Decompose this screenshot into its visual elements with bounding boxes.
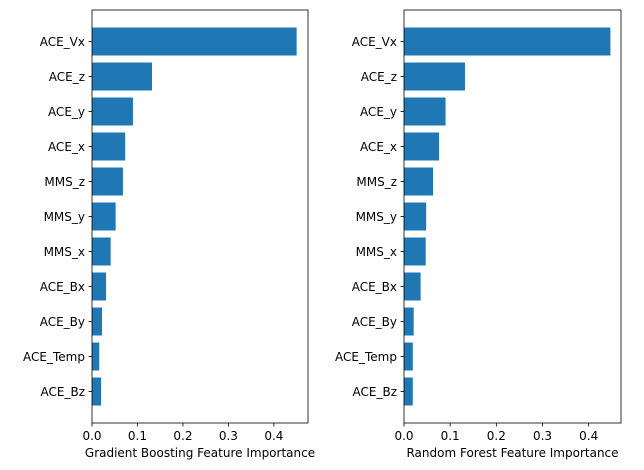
x-tick-label: 0.0 — [82, 429, 101, 443]
axes-frame — [403, 9, 622, 424]
y-tick-label: MMS_x — [44, 245, 85, 259]
y-tick-label: ACE_Vx — [40, 35, 85, 49]
bar-ace-by — [404, 307, 414, 336]
bar-ace-z — [92, 62, 153, 91]
y-tick-label: ACE_Bz — [353, 385, 398, 399]
y-tick-label: ACE_Vx — [352, 35, 397, 49]
x-tick-label: 0.1 — [441, 429, 460, 443]
x-axis-label: Gradient Boosting Feature Importance — [85, 446, 315, 460]
bar-mms-x — [404, 237, 426, 266]
y-tick-label: ACE_y — [48, 105, 85, 119]
bar-ace-bx — [404, 272, 421, 301]
y-tick-label: ACE_z — [49, 70, 85, 84]
bar-ace-bx — [92, 272, 107, 301]
y-tick-label: MMS_x — [356, 245, 397, 259]
bar-ace-bz — [92, 377, 102, 406]
axes-frame — [91, 9, 309, 424]
gradient-boosting-chart: ACE_Vx ACE_z ACE_y ACE_x MMS_z MMS_y MMS_x ACE_… — [23, 9, 315, 460]
y-tick-label: ACE_Bx — [40, 280, 85, 294]
y-tick-label: MMS_z — [356, 175, 397, 189]
bar-ace-bz — [404, 377, 413, 406]
bar-ace-x — [92, 132, 126, 161]
x-tick-label: 0.4 — [264, 429, 283, 443]
bar-mms-z — [92, 167, 123, 196]
x-tick-label: 0.2 — [487, 429, 506, 443]
y-tick-label: MMS_z — [44, 175, 85, 189]
bar-ace-vx — [404, 27, 611, 56]
bar-ace-temp — [404, 342, 413, 371]
y-tick-label: ACE_x — [48, 140, 85, 154]
y-tick-label: ACE_By — [352, 315, 397, 329]
bar-ace-y — [92, 97, 133, 126]
y-tick-label: ACE_z — [361, 70, 397, 84]
bar-ace-x — [404, 132, 440, 161]
bar-mms-z — [404, 167, 434, 196]
bar-mms-y — [92, 202, 116, 231]
x-tick-label: 0.1 — [128, 429, 147, 443]
bar-ace-temp — [92, 342, 100, 371]
bar-mms-y — [404, 202, 427, 231]
y-tick-label: ACE_y — [360, 105, 397, 119]
y-tick-label: ACE_Temp — [335, 350, 397, 364]
y-tick-label: ACE_By — [40, 315, 85, 329]
x-tick-label: 0.4 — [579, 429, 598, 443]
y-tick-label: ACE_x — [360, 140, 397, 154]
random-forest-chart: ACE_Vx ACE_z ACE_y ACE_x MMS_z MMS_y MMS_x ACE_… — [335, 9, 622, 460]
y-tick-label: MMS_y — [356, 210, 397, 224]
bar-ace-vx — [92, 27, 297, 56]
y-tick-label: ACE_Bz — [41, 385, 86, 399]
x-tick-label: 0.3 — [219, 429, 238, 443]
bar-ace-y — [404, 97, 446, 126]
bar-ace-by — [92, 307, 103, 336]
x-tick-label: 0.2 — [173, 429, 192, 443]
bar-mms-x — [92, 237, 111, 266]
x-tick-label: 0.0 — [394, 429, 413, 443]
bar-ace-z — [404, 62, 465, 91]
y-tick-label: ACE_Temp — [23, 350, 85, 364]
x-tick-label: 0.3 — [533, 429, 552, 443]
y-tick-label: ACE_Bx — [352, 280, 397, 294]
y-tick-label: MMS_y — [44, 210, 85, 224]
x-axis-label: Random Forest Feature Importance — [406, 446, 618, 460]
